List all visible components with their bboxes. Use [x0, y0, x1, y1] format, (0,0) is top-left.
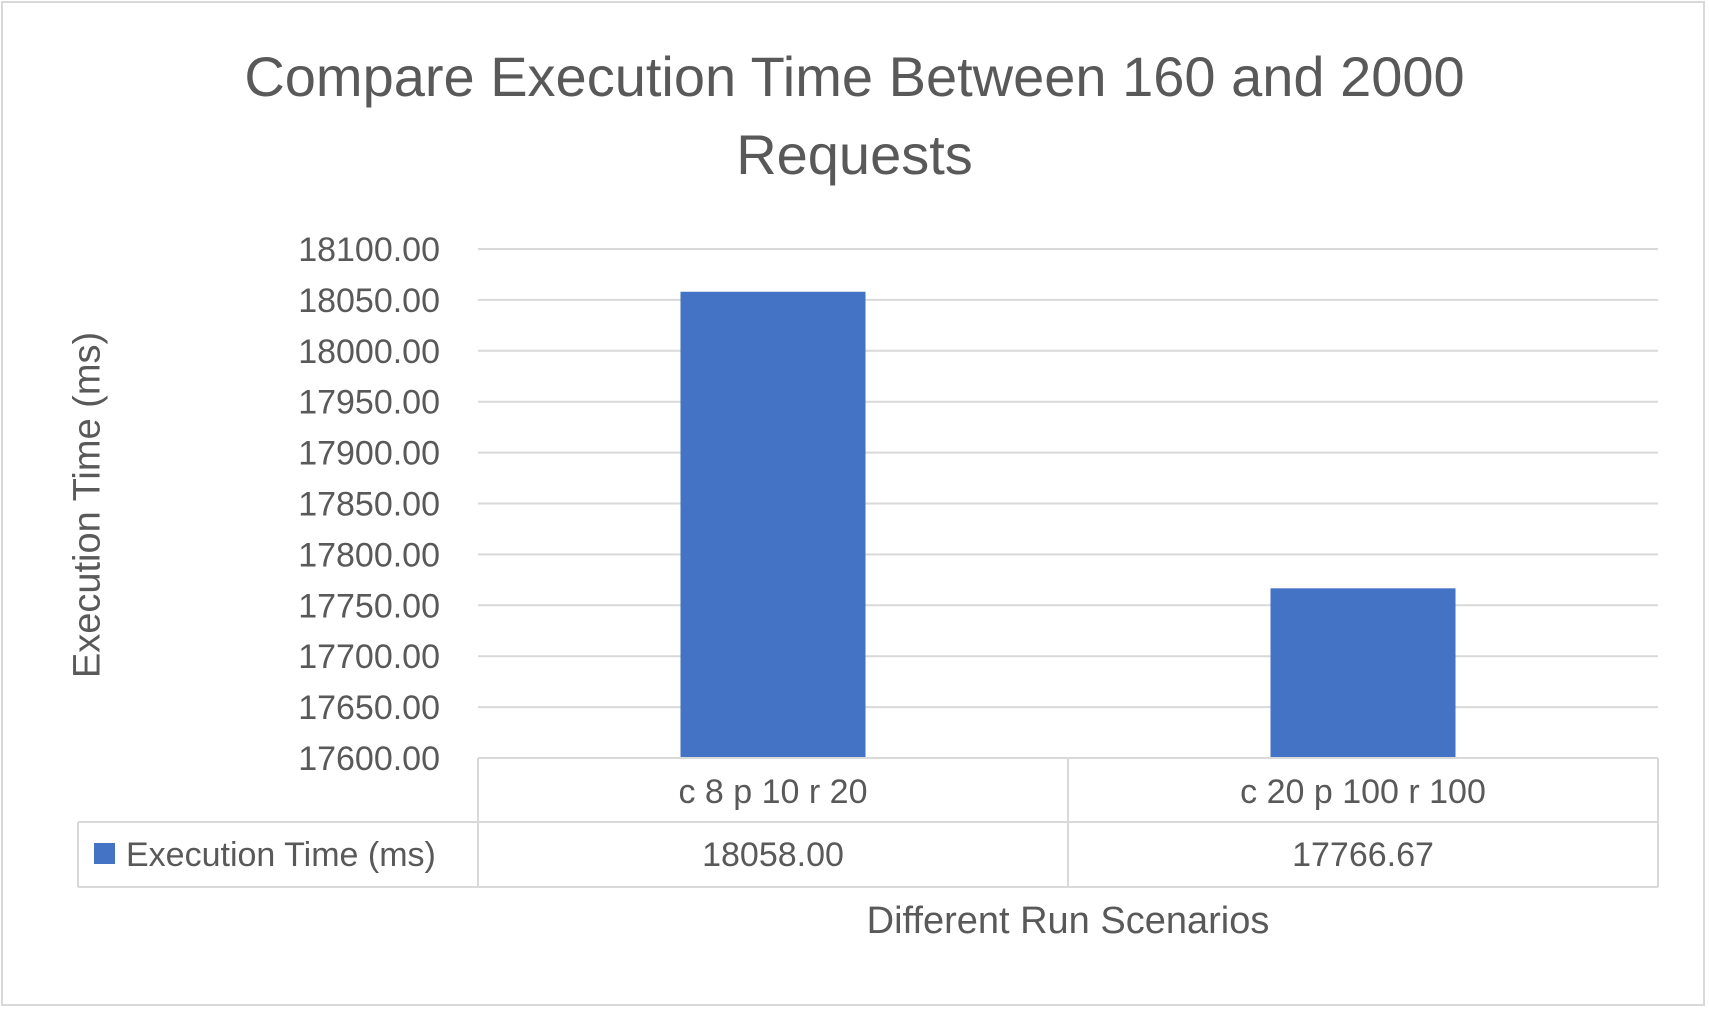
- legend-label: Execution Time (ms): [126, 836, 436, 874]
- y-tick-label: 17950.00: [298, 384, 440, 422]
- x-axis-title: Different Run Scenarios: [866, 900, 1270, 942]
- data-table-value: 17766.67: [1292, 836, 1434, 874]
- bar: [1270, 588, 1456, 758]
- y-tick-label: 18050.00: [298, 282, 440, 320]
- chart-title: Compare Execution Time Between 160 and 2…: [0, 38, 1709, 194]
- y-tick-label: 17800.00: [298, 536, 440, 574]
- y-tick-label: 17700.00: [298, 638, 440, 676]
- chart-title-line-2: Requests: [736, 123, 973, 186]
- x-tick-label: c 8 p 10 r 20: [678, 773, 867, 811]
- y-tick-label: 18000.00: [298, 333, 440, 371]
- y-tick-label: 18100.00: [298, 231, 440, 269]
- chart-title-line-1: Compare Execution Time Between 160 and 2…: [244, 45, 1465, 108]
- y-tick-label: 17900.00: [298, 435, 440, 473]
- y-tick-label: 17750.00: [298, 587, 440, 625]
- y-tick-label: 17850.00: [298, 486, 440, 524]
- y-tick-label: 17600.00: [298, 740, 440, 778]
- legend-key: [94, 843, 115, 864]
- data-table-value: 18058.00: [702, 836, 844, 874]
- y-tick-label: 17650.00: [298, 689, 440, 727]
- bar: [680, 291, 866, 758]
- x-tick-label: c 20 p 100 r 100: [1240, 773, 1486, 811]
